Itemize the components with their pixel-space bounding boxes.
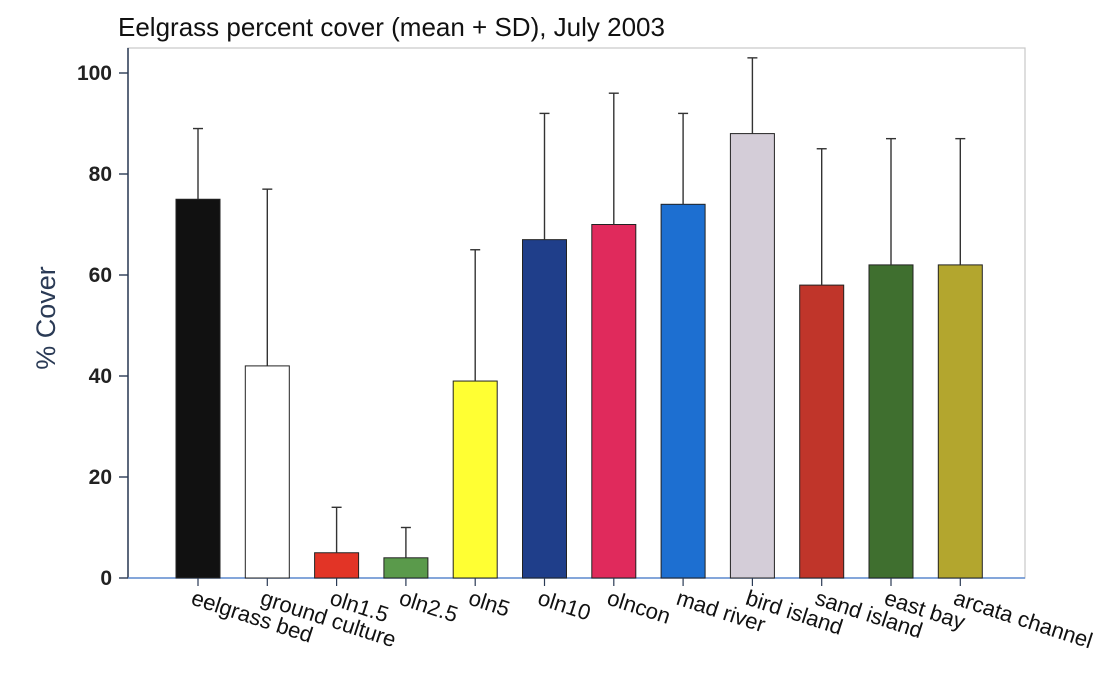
error-bars-group	[193, 57, 966, 558]
bar-ground-culture	[244, 365, 290, 579]
bar-eelgrass-bed	[175, 198, 221, 579]
bar-oln5	[452, 380, 498, 579]
bar-sand-island	[799, 284, 845, 579]
y-axis-ticks: 0 20 40 60 80 100	[77, 62, 128, 590]
y-tick-label: 40	[89, 365, 112, 388]
x-tick-label: olncon	[604, 585, 673, 629]
bar-mad-river	[660, 203, 706, 579]
x-tick-label: oln5	[466, 585, 513, 622]
bar-east-bay	[868, 264, 914, 579]
x-tick-label: oln2.5	[396, 585, 461, 627]
bar-oln2-5	[383, 557, 429, 579]
y-tick-label: 100	[77, 62, 112, 85]
y-tick-label: 20	[89, 466, 112, 489]
chart-title: Eelgrass percent cover (mean + SD), July…	[118, 12, 665, 42]
bar-bird-island	[729, 133, 775, 579]
x-tick-label: oln10	[535, 585, 594, 625]
bar-arcata-channel	[937, 264, 983, 579]
bar-oln10	[522, 239, 567, 579]
y-tick-label: 0	[100, 567, 112, 590]
bar-olncon	[591, 224, 637, 579]
bars-group	[175, 133, 983, 586]
x-tick-label: arcata channel	[951, 585, 1096, 653]
y-tick-label: 80	[89, 163, 112, 186]
y-tick-label: 60	[89, 264, 112, 287]
bar-oln1-5	[314, 552, 360, 579]
y-axis-label: % Cover	[31, 266, 61, 370]
